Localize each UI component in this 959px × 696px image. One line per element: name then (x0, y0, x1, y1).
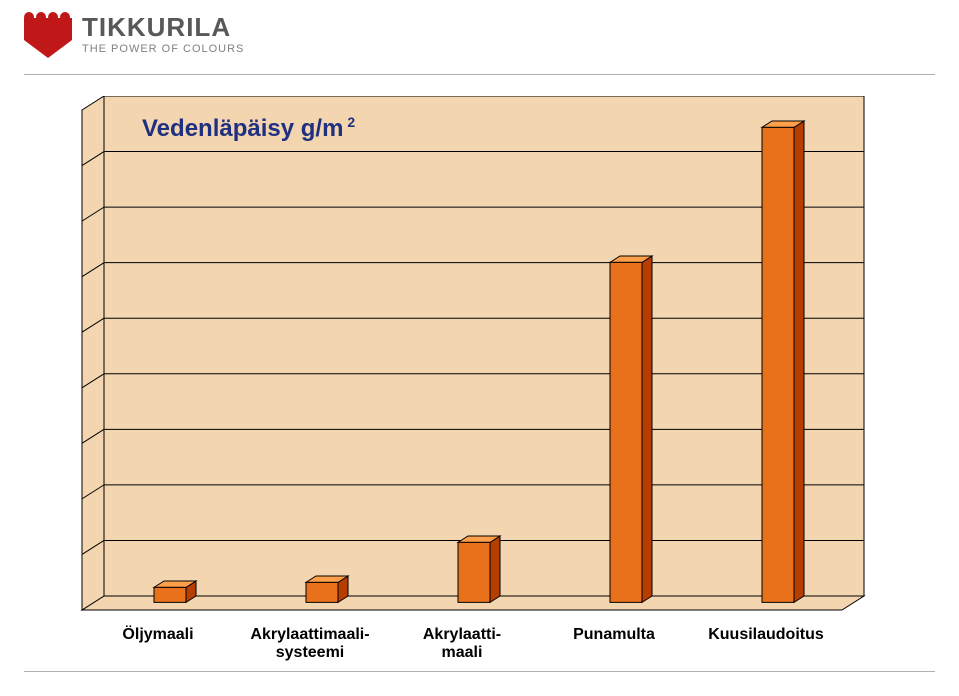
x-axis-labels: ÖljymaaliAkrylaattimaali-systeemiAkrylaa… (62, 626, 882, 666)
x-axis-label: Akrylaatti-maali (382, 626, 542, 661)
header: TIKKURILA THE POWER OF COLOURS (24, 14, 244, 62)
chart-title-sup: 2 (347, 114, 355, 130)
divider-bottom (24, 671, 935, 672)
brand-tagline: THE POWER OF COLOURS (82, 43, 244, 55)
chart: Vedenläpäisy g/m2 ÖljymaaliAkrylaattimaa… (62, 96, 882, 642)
x-axis-label: Kuusilaudoitus (686, 626, 846, 644)
logo-text: TIKKURILA THE POWER OF COLOURS (82, 14, 244, 55)
x-axis-label: Öljymaali (78, 626, 238, 644)
chart-title: Vedenläpäisy g/m2 (142, 114, 355, 143)
slide: TIKKURILA THE POWER OF COLOURS Vedenläpä… (0, 0, 959, 696)
chart-svg (62, 96, 882, 642)
x-axis-label: Akrylaattimaali-systeemi (230, 626, 390, 661)
x-axis-label: Punamulta (534, 626, 694, 644)
brand-name: TIKKURILA (82, 14, 244, 40)
tikkurila-logo-icon (24, 14, 72, 62)
divider-top (24, 74, 935, 75)
chart-title-text: Vedenläpäisy g/m (142, 115, 343, 142)
